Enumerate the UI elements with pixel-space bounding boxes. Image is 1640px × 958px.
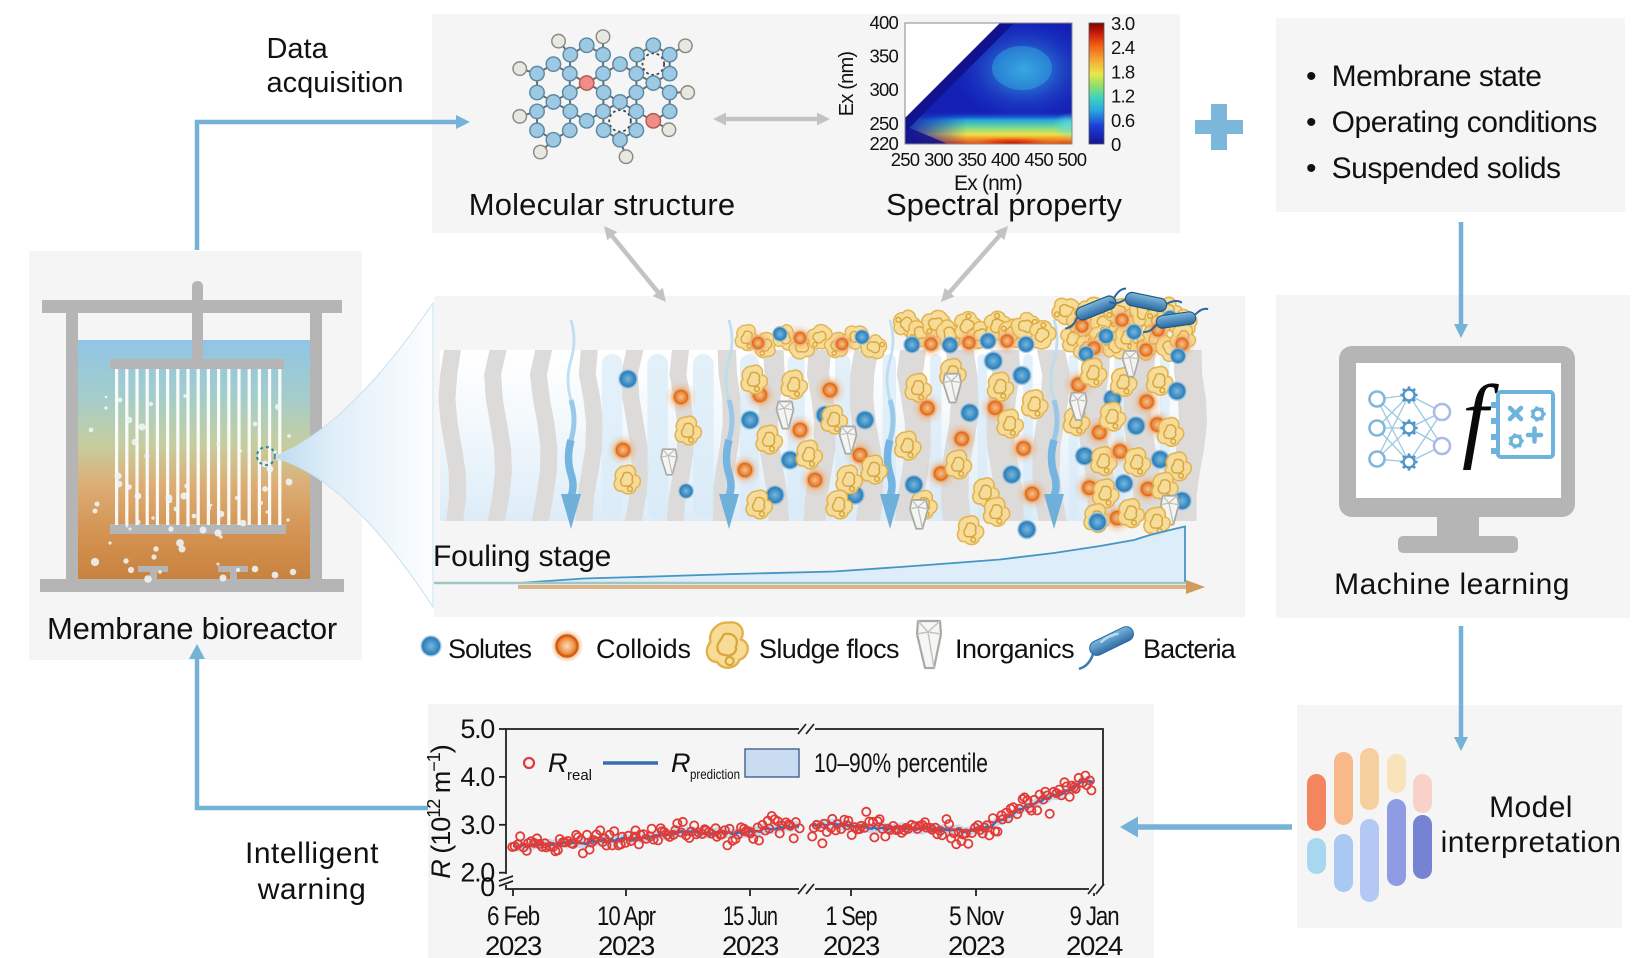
svg-text:350: 350 — [958, 149, 987, 170]
svg-text:15 Jun: 15 Jun — [723, 901, 777, 931]
svg-text:0: 0 — [480, 872, 494, 902]
svg-text:6 Feb: 6 Feb — [487, 901, 539, 931]
svg-text:400: 400 — [991, 149, 1020, 170]
svg-text:2023: 2023 — [485, 931, 541, 958]
svg-text:450: 450 — [1024, 149, 1053, 170]
svg-text:220: 220 — [870, 133, 899, 154]
svg-text:5 Nov: 5 Nov — [949, 901, 1005, 931]
svg-text:2.4: 2.4 — [1111, 37, 1135, 58]
svg-text:250: 250 — [891, 149, 920, 170]
svg-text:300: 300 — [870, 79, 899, 100]
svg-text:400: 400 — [870, 12, 899, 33]
svg-text:250: 250 — [870, 113, 899, 134]
svg-text:3.0: 3.0 — [460, 810, 494, 840]
svg-text:300: 300 — [924, 149, 953, 170]
svg-text:R: R — [548, 748, 567, 778]
svg-text:prediction: prediction — [690, 766, 740, 782]
svg-text:2024: 2024 — [1066, 931, 1123, 958]
svg-text:Ex (nm): Ex (nm) — [954, 172, 1022, 195]
svg-text:3.0: 3.0 — [1111, 13, 1135, 34]
svg-text:0: 0 — [1111, 134, 1121, 155]
svg-text:Ex (nm): Ex (nm) — [836, 52, 858, 117]
svg-text:350: 350 — [870, 46, 899, 67]
svg-text:2023: 2023 — [598, 931, 654, 958]
svg-text:2023: 2023 — [948, 931, 1004, 958]
svg-text:1.8: 1.8 — [1111, 61, 1135, 82]
svg-text:R (1012 m−1): R (1012 m−1) — [424, 745, 456, 879]
svg-text:4.0: 4.0 — [460, 762, 494, 792]
svg-text:10 Apr: 10 Apr — [597, 901, 656, 931]
svg-text:9 Jan: 9 Jan — [1070, 901, 1119, 931]
svg-text:2023: 2023 — [823, 931, 879, 958]
svg-text:real: real — [567, 767, 592, 784]
svg-text:2023: 2023 — [722, 931, 778, 958]
svg-text:2.0: 2.0 — [460, 858, 494, 888]
svg-text:1 Sep: 1 Sep — [826, 901, 877, 931]
svg-text:10–90% percentile: 10–90% percentile — [814, 748, 988, 778]
svg-text:R: R — [671, 748, 690, 778]
svg-text:0.6: 0.6 — [1111, 110, 1135, 131]
svg-text:5.0: 5.0 — [460, 714, 494, 744]
svg-text:500: 500 — [1058, 149, 1087, 170]
svg-text:1.2: 1.2 — [1111, 86, 1135, 107]
